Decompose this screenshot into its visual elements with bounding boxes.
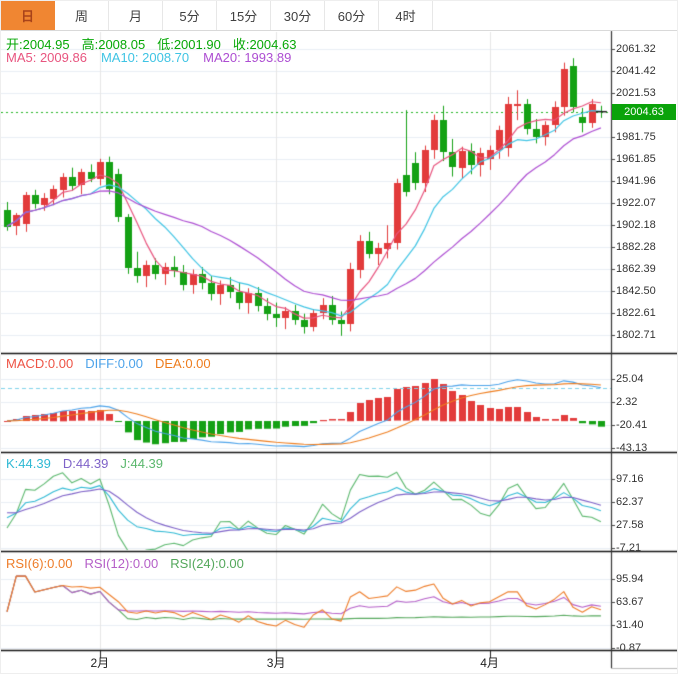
legend-item: K:44.39 <box>6 456 51 471</box>
period-toolbar: 日周月 5分 15分 30分 60分 4时 <box>1 1 677 31</box>
axis-label: 27.58 <box>616 519 644 531</box>
rsi-header: RSI(6):0.00 RSI(12):0.00 RSI(24):0.00 <box>6 556 244 571</box>
axis-label: -7.21 <box>616 542 642 554</box>
legend-item: 收:2004.63 <box>232 37 297 52</box>
x-axis-label: 3月 <box>266 656 286 670</box>
ohlc-row: 开:2004.95 高:2008.05 低:2001.90 收:2004.63 <box>6 34 296 53</box>
axis-label: 1802.71 <box>616 329 656 341</box>
axis-label: 62.37 <box>616 496 644 508</box>
toolbar-tab-60分[interactable]: 60分 <box>325 1 379 30</box>
toolbar-tab-4时[interactable]: 4时 <box>379 1 433 30</box>
axis-label: 1922.07 <box>616 196 656 209</box>
kdj-header: K:44.39 D:44.39 J:44.39 <box>6 456 163 471</box>
toolbar-tab-日[interactable]: 日 <box>1 1 55 30</box>
toolbar-tab-30分[interactable]: 30分 <box>271 1 325 30</box>
axis-label: 1882.28 <box>616 241 656 253</box>
axis-label: 2041.42 <box>616 65 656 77</box>
axis-label: 1862.39 <box>616 262 656 275</box>
axis-label: -20.41 <box>616 419 648 431</box>
axis-label: 1981.75 <box>616 130 656 143</box>
axis-label: -43.13 <box>616 442 648 454</box>
ma-legend-row: MA5: 2009.86 MA10: 2008.70 MA20: 1993.89 <box>6 50 291 65</box>
legend-item: RSI(24):0.00 <box>170 556 244 571</box>
legend-item: MA20: 1993.89 <box>203 50 292 65</box>
toolbar-tab-15分[interactable]: 15分 <box>217 1 271 30</box>
axis-label: 1842.50 <box>616 284 656 297</box>
legend-item: DEA:0.00 <box>155 356 211 371</box>
legend-item: MACD:0.00 <box>6 356 74 371</box>
legend-item: MA5: 2009.86 <box>6 50 87 65</box>
current-price-badge: 2004.63 <box>612 104 676 120</box>
axis-label: 2021.53 <box>616 87 656 99</box>
macd-header: MACD:0.00 DIFF:0.00 DEA:0.00 <box>6 356 211 371</box>
legend-item: RSI(12):0.00 <box>84 556 159 571</box>
axis-label: -0.87 <box>616 642 642 654</box>
legend-item: 高:2008.05 <box>81 37 146 52</box>
x-axis-label: 4月 <box>480 656 499 670</box>
axis-label: 31.40 <box>616 619 644 631</box>
axis-label: 95.94 <box>616 573 644 585</box>
toolbar-tab-5分[interactable]: 5分 <box>163 1 217 30</box>
x-axis-label: 2月 <box>90 656 110 670</box>
axis-label: 1822.61 <box>616 306 656 319</box>
axis-label: 25.04 <box>616 373 644 385</box>
axis-label: 97.16 <box>616 473 644 485</box>
legend-item: D:44.39 <box>62 456 109 471</box>
axis-label: 2061.32 <box>616 43 656 55</box>
axis-label: 1902.18 <box>616 218 656 231</box>
legend-item: DIFF:0.00 <box>85 356 143 371</box>
toolbar-tab-周[interactable]: 周 <box>55 1 109 30</box>
legend-item: J:44.39 <box>120 456 164 471</box>
legend-item: 开:2004.95 <box>6 37 70 52</box>
legend-item: MA10: 2008.70 <box>100 50 190 65</box>
toolbar-tab-月[interactable]: 月 <box>109 1 163 30</box>
axis-label: 1941.96 <box>616 175 656 187</box>
axis-label: 1961.85 <box>616 153 656 165</box>
axis-label: 2.32 <box>616 396 638 408</box>
legend-item: 低:2001.90 <box>157 37 221 52</box>
legend-item: RSI(6):0.00 <box>6 556 73 571</box>
axis-label: 63.67 <box>616 596 644 608</box>
